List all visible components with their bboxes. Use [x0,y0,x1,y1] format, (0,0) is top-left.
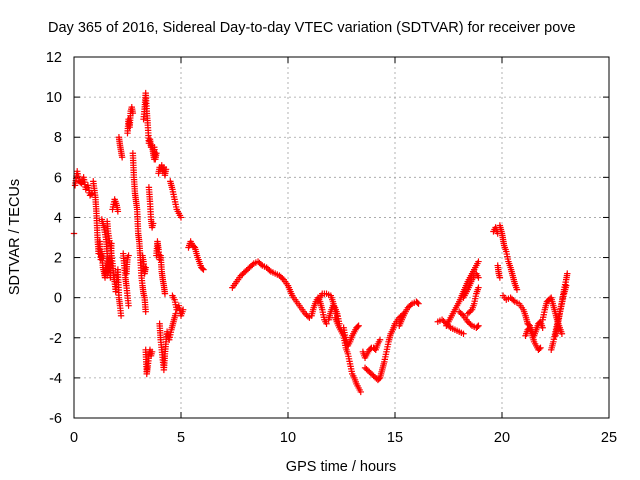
data-point [142,308,149,315]
data-point [537,344,544,352]
data-points [70,89,571,396]
data-point [161,290,169,297]
data-point [149,220,157,227]
y-tick-labels: -6 -4 -2 0 2 4 6 8 10 12 [46,50,609,427]
data-point [563,282,570,289]
data-point [496,274,504,281]
data-point [355,322,362,329]
x-tick-label: 25 [601,430,617,446]
data-point [558,330,566,337]
data-point [564,270,571,277]
y-tick-label: 6 [54,170,62,186]
data-point [199,265,206,272]
y-tick-label: 4 [54,210,62,226]
data-point [323,320,330,327]
y-tick-label: 0 [54,291,62,307]
y-tick-label: 12 [46,50,62,66]
data-point [153,150,160,157]
data-point [266,267,273,274]
data-point [118,154,126,161]
x-tick-label: 0 [70,430,78,446]
data-point [148,348,156,356]
x-tick-labels: 0 5 10 15 20 25 [70,57,617,446]
data-point [513,286,521,293]
plot-frame [73,56,610,419]
y-tick-label: 10 [46,90,62,106]
data-point [279,275,286,282]
y-tick-label: -6 [49,411,62,427]
y-tick-label: 8 [54,130,62,146]
chart-title: Day 365 of 2016, Sidereal Day-to-day VTE… [48,20,576,36]
data-point [376,336,384,343]
data-point [177,214,185,221]
data-point [467,307,474,315]
x-tick-label: 20 [494,430,510,446]
data-point [536,345,543,353]
data-point [474,323,481,330]
y-tick-label: -4 [49,371,62,387]
x-tick-label: 5 [177,430,185,446]
data-point [117,312,125,319]
y-tick-label: -2 [49,331,62,347]
x-tick-label: 15 [387,430,403,446]
data-point [510,297,517,304]
data-point [162,166,170,173]
x-tick-label: 10 [280,430,296,446]
data-point [460,330,467,337]
data-point [475,284,482,291]
data-point [129,109,137,117]
data-point [200,266,207,273]
y-axis-label: SDTVAR / TECUs [7,179,23,295]
data-point [475,258,482,265]
data-point [475,274,482,281]
data-point [414,299,421,306]
y-tick-label: 2 [54,251,62,267]
data-point [179,306,187,313]
data-point [357,388,364,396]
data-point [249,261,256,269]
data-point [415,300,422,307]
data-point [539,324,546,331]
data-point [475,322,482,329]
data-point [87,191,95,198]
data-point [467,321,474,328]
data-point [458,311,466,318]
data-point [407,301,414,309]
data-point [142,264,149,271]
data-point [304,313,312,320]
data-point [257,261,265,268]
x-axis-label: GPS time / hours [286,459,396,475]
grid-lines [74,57,609,418]
data-point [125,252,132,259]
data-point [125,302,132,309]
data-point [114,208,122,215]
data-point [354,323,361,330]
